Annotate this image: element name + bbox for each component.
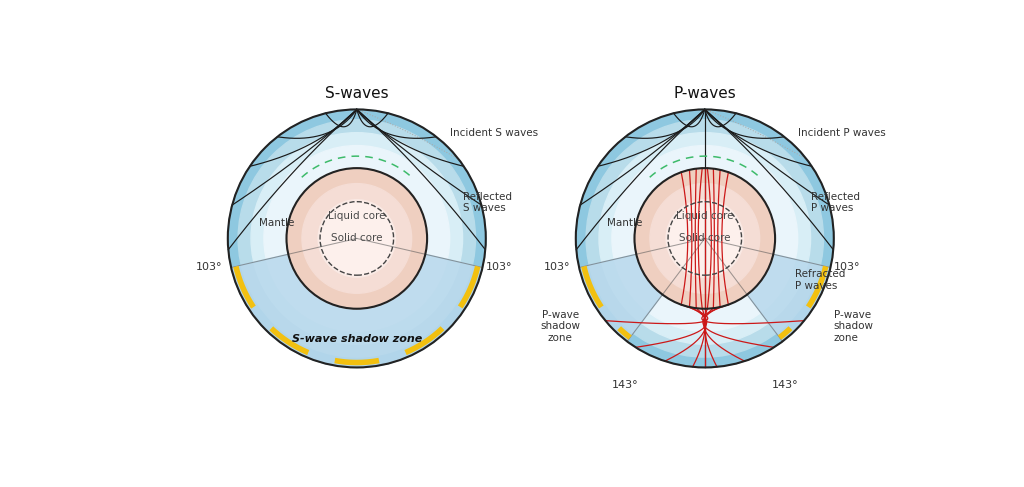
Text: 143°: 143°: [771, 380, 798, 391]
Circle shape: [287, 168, 427, 309]
Text: Incident S waves: Incident S waves: [450, 128, 538, 138]
Circle shape: [668, 202, 741, 275]
Circle shape: [635, 168, 775, 309]
Text: P-wave
shadow
zone: P-wave shadow zone: [834, 310, 873, 343]
Text: P-wave
shadow
zone: P-wave shadow zone: [541, 310, 581, 343]
Circle shape: [239, 120, 475, 357]
Text: Solid core: Solid core: [331, 233, 383, 244]
Polygon shape: [231, 239, 482, 367]
Text: Liquid core: Liquid core: [328, 211, 386, 221]
Text: Incident P waves: Incident P waves: [798, 128, 886, 138]
Circle shape: [599, 132, 811, 344]
Circle shape: [575, 110, 834, 367]
Text: Mantle: Mantle: [607, 218, 642, 228]
Text: Refracted
P waves: Refracted P waves: [795, 269, 846, 291]
Circle shape: [264, 146, 450, 331]
Text: Reflected
P waves: Reflected P waves: [811, 191, 859, 213]
Text: P-waves: P-waves: [674, 86, 736, 101]
Text: Mantle: Mantle: [259, 218, 295, 228]
Circle shape: [251, 132, 463, 344]
Circle shape: [227, 110, 485, 367]
Polygon shape: [580, 239, 705, 341]
Text: Liquid core: Liquid core: [676, 211, 733, 221]
Polygon shape: [705, 239, 830, 341]
Text: Reflected
S waves: Reflected S waves: [463, 191, 512, 213]
Circle shape: [650, 184, 760, 293]
Text: 103°: 103°: [544, 262, 570, 272]
Circle shape: [302, 184, 412, 293]
Text: S-waves: S-waves: [325, 86, 389, 101]
Text: Solid core: Solid core: [679, 233, 730, 244]
Text: 103°: 103°: [834, 262, 860, 272]
Text: 103°: 103°: [197, 262, 222, 272]
Circle shape: [321, 202, 393, 275]
Text: 143°: 143°: [611, 380, 638, 391]
Text: S-wave shadow zone: S-wave shadow zone: [292, 334, 422, 344]
Circle shape: [586, 120, 823, 357]
Circle shape: [612, 146, 798, 331]
Circle shape: [318, 200, 395, 277]
Circle shape: [667, 200, 743, 277]
Text: 103°: 103°: [485, 262, 512, 272]
